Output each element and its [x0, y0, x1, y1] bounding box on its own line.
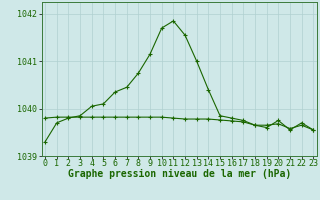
- X-axis label: Graphe pression niveau de la mer (hPa): Graphe pression niveau de la mer (hPa): [68, 169, 291, 179]
